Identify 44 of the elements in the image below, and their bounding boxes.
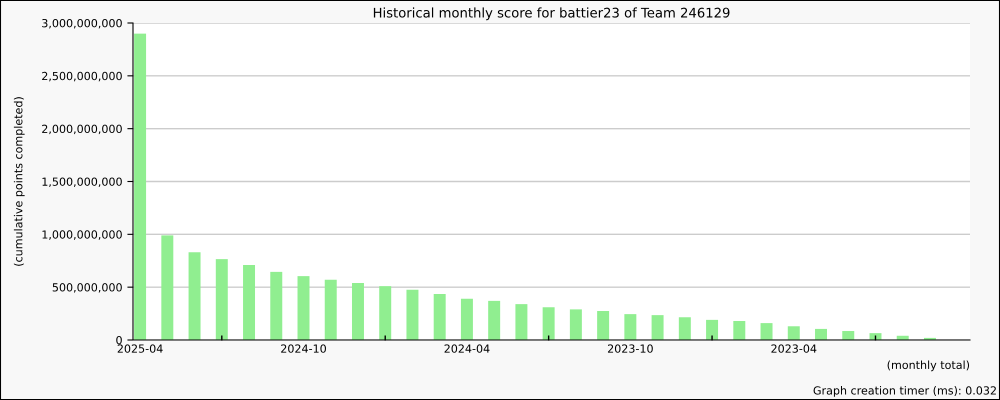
bar xyxy=(815,328,828,340)
bar xyxy=(161,235,174,340)
bar xyxy=(788,326,800,340)
bar xyxy=(488,300,500,340)
bar xyxy=(652,315,664,340)
y-tick-label: 2,500,000,000 xyxy=(42,72,122,82)
bar xyxy=(216,259,228,340)
bar xyxy=(460,298,473,340)
y-tick-label: 2,000,000,000 xyxy=(42,124,122,134)
x-tick-label: 2023-10 xyxy=(608,344,653,353)
bar xyxy=(624,314,636,340)
bar xyxy=(678,317,691,340)
x-tick-label: 2024-10 xyxy=(281,344,326,353)
x-tick-label: 2025-04 xyxy=(118,344,163,353)
bar xyxy=(298,276,310,340)
x-tick-label: 2024-04 xyxy=(444,344,490,353)
bar xyxy=(270,272,282,340)
x-tick-label: 2023-04 xyxy=(771,344,816,353)
bar xyxy=(869,333,882,340)
bar xyxy=(134,34,146,340)
bar xyxy=(597,310,610,340)
y-tick-label: 1,500,000,000 xyxy=(42,177,122,188)
bar xyxy=(733,320,746,340)
bar xyxy=(379,286,392,340)
chart-title: Historical monthly score for battier23 of Team 246129 xyxy=(374,7,730,20)
bar xyxy=(842,331,854,340)
x-axis-title: (monthly total) xyxy=(888,360,970,372)
text: Graph creation timer (ms): 0.032 xyxy=(814,386,996,397)
y-tick-label: 3,000,000,000 xyxy=(42,18,122,29)
bar xyxy=(188,252,201,340)
y-axis-title: (cumulative points completed) xyxy=(14,97,25,266)
bar xyxy=(406,290,418,340)
bar xyxy=(760,323,773,340)
bar xyxy=(570,309,582,340)
bar xyxy=(352,282,364,340)
bar xyxy=(324,280,337,340)
bar xyxy=(434,294,446,340)
bar xyxy=(706,320,718,340)
bar xyxy=(243,264,256,340)
y-tick-label: 1,000,000,000 xyxy=(42,230,122,240)
bar xyxy=(542,307,555,340)
bar xyxy=(515,304,528,340)
y-tick-label: 500,000,000 xyxy=(52,283,122,293)
y-tick-label: 0 xyxy=(116,336,122,344)
